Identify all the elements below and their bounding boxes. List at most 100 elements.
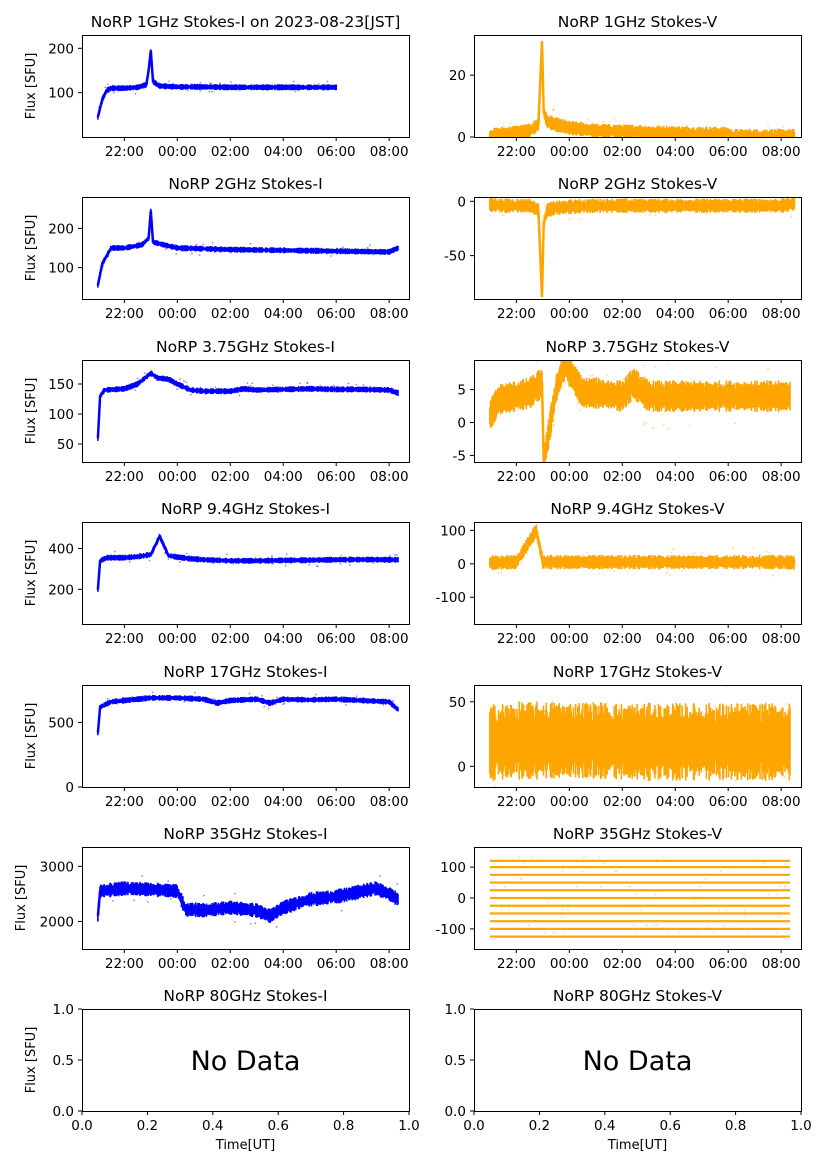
x-tick-label: 22:00 [497, 956, 536, 972]
data-point [386, 894, 388, 897]
data-point [292, 80, 295, 83]
data-point [522, 862, 525, 865]
x-tick-label: 00:00 [550, 794, 589, 810]
x-tick-label: 00:00 [158, 631, 197, 647]
data-point [134, 92, 137, 95]
data-point [209, 82, 212, 84]
data-point [98, 271, 101, 274]
data-point [392, 699, 395, 702]
data-point [585, 856, 587, 858]
data-point [186, 87, 189, 90]
x-tick-label: 0.4 [594, 1118, 615, 1134]
data-point [118, 244, 120, 247]
data-point [685, 777, 687, 779]
data-point [552, 425, 555, 428]
data-point [615, 870, 618, 872]
data-point [335, 247, 338, 250]
data-point [495, 564, 498, 567]
data-point [520, 561, 523, 564]
data-band [97, 881, 399, 923]
x-tick-label: 08:00 [762, 794, 801, 810]
data-point [672, 548, 675, 551]
data-point [395, 558, 398, 561]
data-point [130, 695, 133, 698]
data-point [685, 124, 688, 127]
data-point [780, 131, 783, 134]
data-point [562, 908, 564, 911]
x-tick-label: 02:00 [603, 469, 642, 485]
y-tick-label: 0.0 [53, 1104, 74, 1120]
data-point [691, 552, 694, 555]
data-point [569, 218, 572, 221]
data-point [315, 693, 318, 696]
data-point [279, 249, 281, 252]
data-point [790, 215, 793, 218]
data-point [254, 557, 257, 559]
data-point [131, 386, 133, 389]
data-band [97, 534, 399, 592]
data-point [112, 554, 115, 557]
data-point [669, 707, 671, 710]
data-point [745, 818, 747, 820]
x-tick-label: 02:00 [603, 144, 642, 160]
data-point [622, 378, 624, 381]
data-point [634, 389, 637, 392]
data-point [622, 405, 625, 408]
data-point [167, 558, 170, 561]
data-point [571, 757, 574, 760]
data-point [654, 214, 657, 217]
data-point [220, 247, 222, 250]
data-point [637, 764, 639, 767]
data-point [551, 126, 553, 129]
x-tick-label: 06:00 [317, 144, 356, 160]
x-tick-label: 04:00 [656, 956, 695, 972]
data-point [705, 213, 708, 216]
data-point [211, 702, 214, 705]
data-point [306, 382, 309, 385]
data-point [592, 203, 595, 206]
data-point [111, 899, 114, 902]
data-point [666, 135, 669, 137]
data-point [524, 706, 527, 708]
data-point [645, 391, 648, 394]
data-point [489, 557, 492, 560]
data-point [107, 697, 109, 700]
data-point [775, 932, 778, 934]
data-point [220, 389, 223, 392]
data-point [497, 130, 500, 133]
data-point [326, 80, 329, 83]
y-tick-label: 50 [57, 437, 74, 453]
data-point [551, 700, 554, 703]
x-tick-label: 08:00 [762, 469, 801, 485]
data-point [741, 193, 743, 195]
data-point [272, 562, 275, 565]
y-tick-label: 150 [48, 377, 74, 393]
data-point [178, 378, 181, 380]
data-point [668, 554, 671, 557]
data-point [776, 893, 779, 896]
data-point [644, 422, 647, 424]
data-point [133, 899, 136, 902]
data-trace [489, 41, 795, 137]
data-point [282, 249, 285, 251]
data-point [345, 703, 347, 706]
data-point [148, 60, 150, 63]
data-point [633, 924, 635, 926]
data-point [629, 401, 632, 403]
data-point [264, 390, 267, 393]
data-point [275, 925, 278, 928]
panel-title: NoRP 80GHz Stokes-V [553, 987, 723, 1005]
data-point [500, 734, 503, 737]
y-axis-label: Flux [SFU] [24, 540, 39, 607]
x-tick-label: 00:00 [158, 469, 197, 485]
data-point [305, 251, 308, 254]
x-tick-label: 22:00 [105, 631, 144, 647]
data-point [122, 701, 125, 704]
x-tick-label: 22:00 [497, 469, 536, 485]
data-point [202, 913, 205, 916]
panel-11: NoRP 35GHz Stokes-I 22:00 00:00 02:00 04:00 0… [14, 825, 410, 972]
data-point [514, 194, 516, 196]
data-point [290, 911, 293, 913]
data-point [355, 890, 358, 893]
data-point [263, 705, 266, 708]
